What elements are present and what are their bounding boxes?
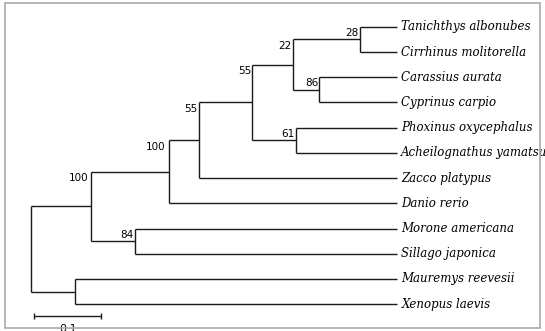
- Text: Sillago japonica: Sillago japonica: [401, 247, 496, 260]
- Text: 100: 100: [146, 142, 166, 152]
- Text: 100: 100: [69, 173, 89, 183]
- Text: Danio rerio: Danio rerio: [401, 197, 469, 210]
- Text: Phoxinus oxycephalus: Phoxinus oxycephalus: [401, 121, 533, 134]
- Text: 61: 61: [281, 129, 295, 139]
- Text: Carassius aurata: Carassius aurata: [401, 71, 502, 84]
- Text: 84: 84: [120, 230, 134, 240]
- Text: 86: 86: [305, 78, 318, 88]
- Text: Morone americana: Morone americana: [401, 222, 514, 235]
- Text: 22: 22: [278, 41, 291, 51]
- Text: 28: 28: [345, 28, 359, 38]
- Text: Xenopus laevis: Xenopus laevis: [401, 298, 490, 311]
- Text: 55: 55: [238, 66, 251, 76]
- Text: Tanichthys albonubes: Tanichthys albonubes: [401, 20, 531, 33]
- Text: Zacco platypus: Zacco platypus: [401, 171, 491, 185]
- Text: Cirrhinus molitorella: Cirrhinus molitorella: [401, 46, 526, 59]
- Text: Mauremys reevesii: Mauremys reevesii: [401, 272, 515, 285]
- Text: Cyprinus carpio: Cyprinus carpio: [401, 96, 496, 109]
- Text: 0.1: 0.1: [59, 324, 77, 331]
- Text: 55: 55: [184, 104, 197, 114]
- Text: Acheilognathus yamatsutae: Acheilognathus yamatsutae: [401, 146, 545, 160]
